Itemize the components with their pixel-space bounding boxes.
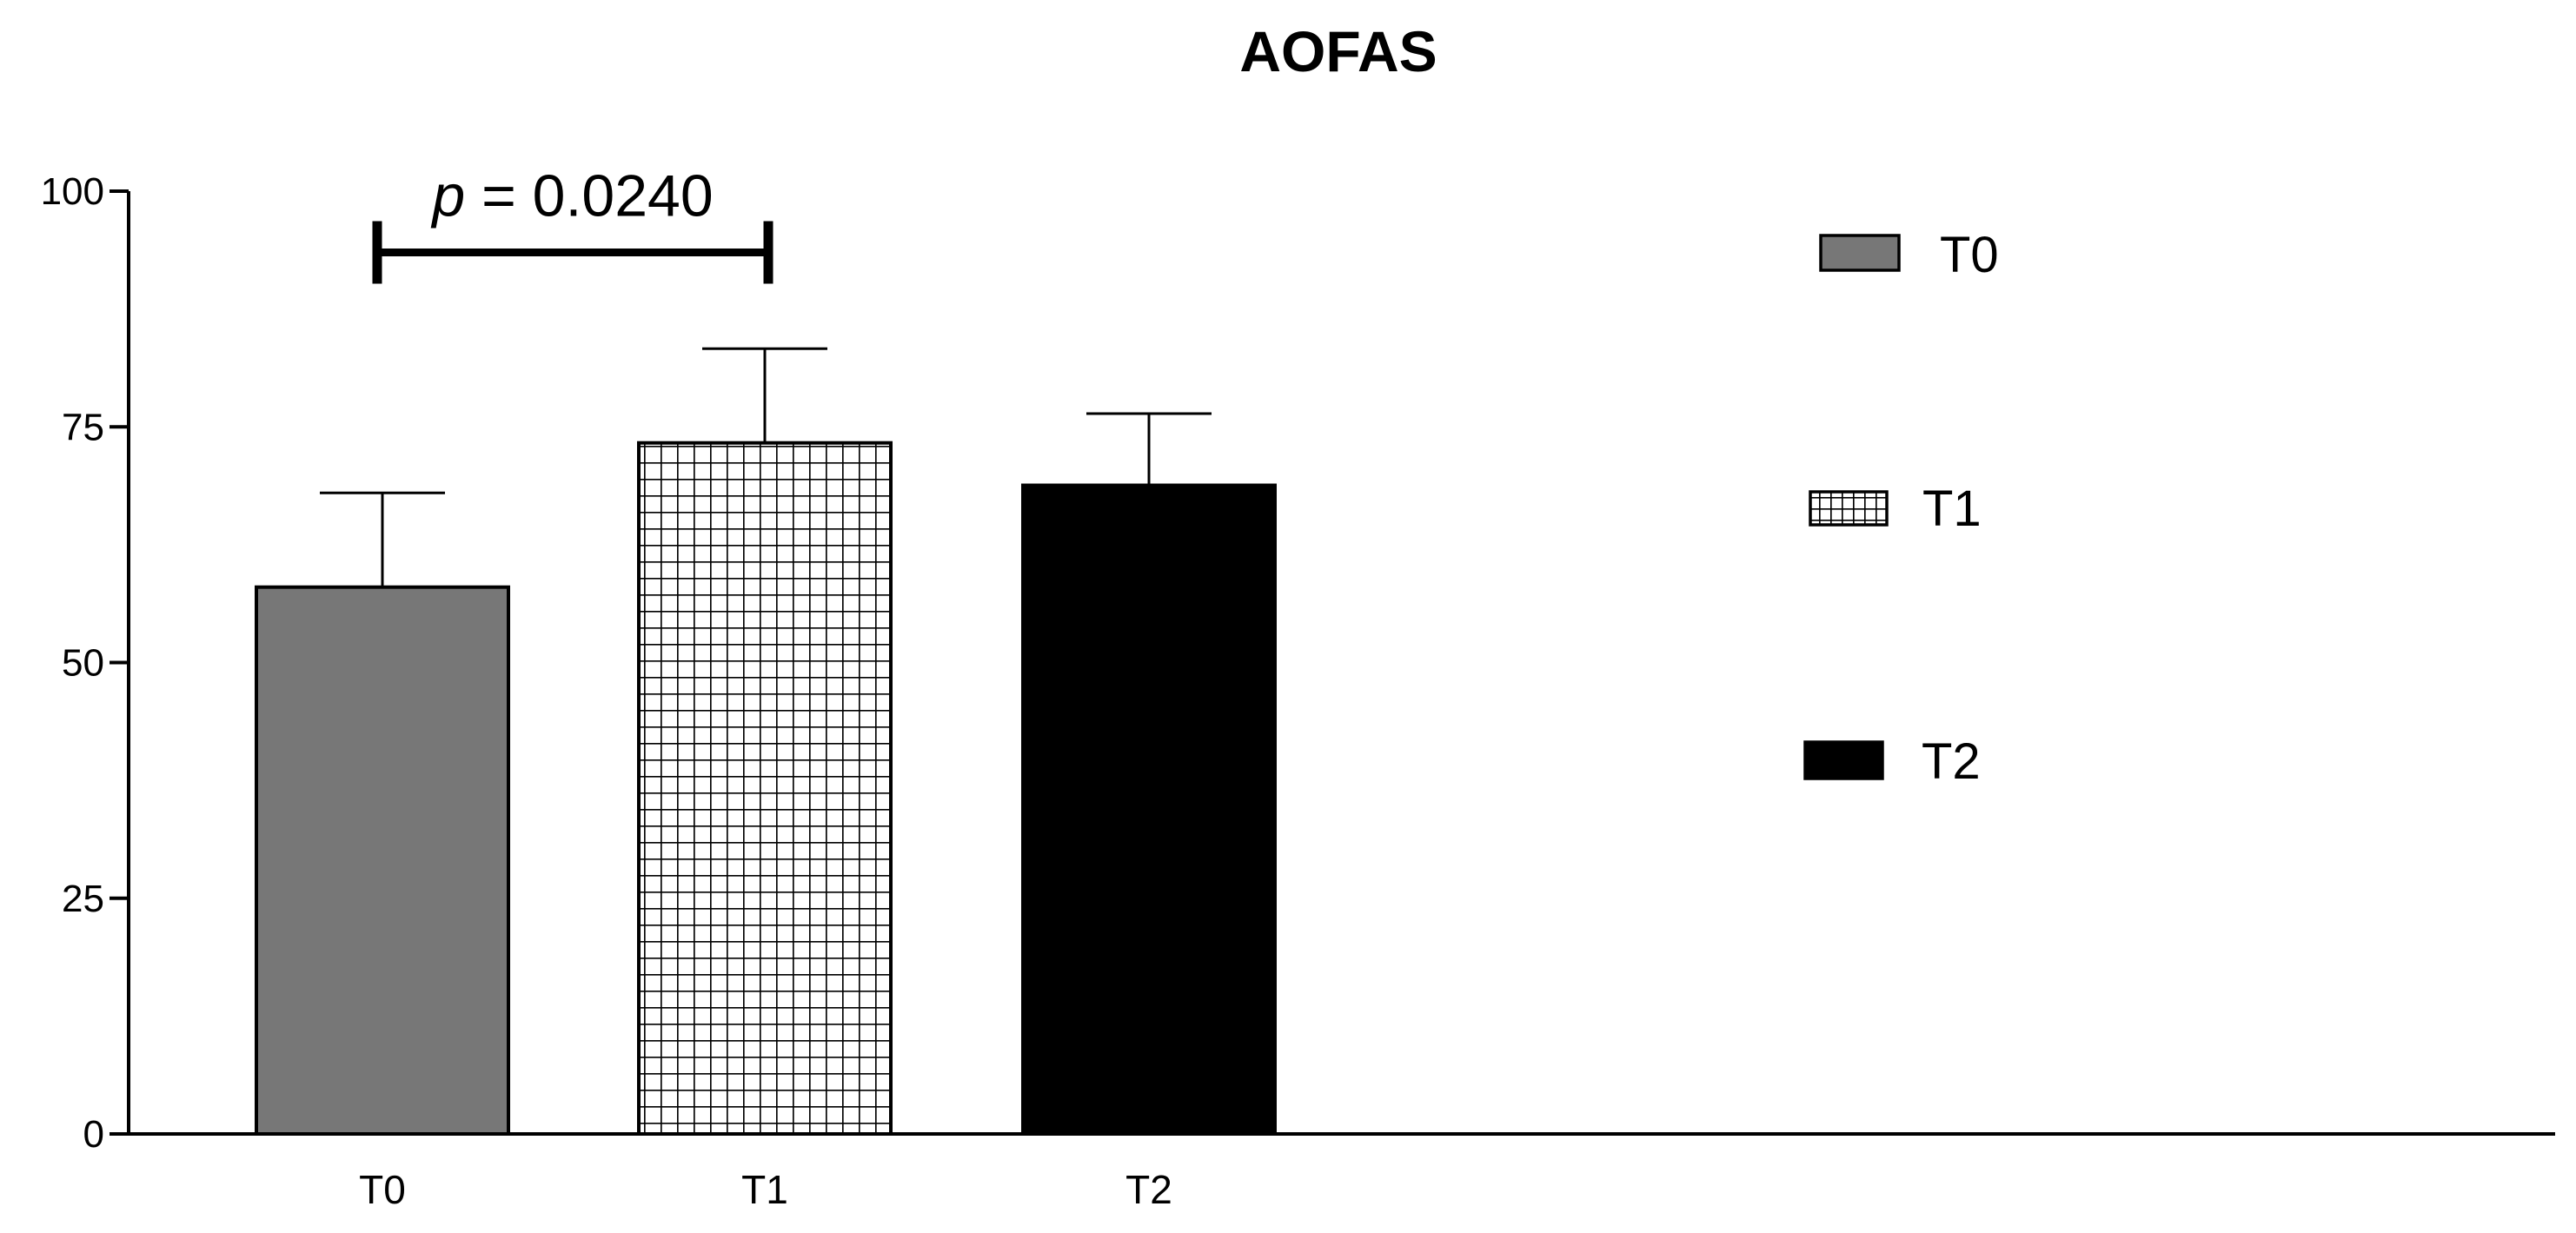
y-tick-label: 25 (62, 878, 104, 920)
legend-swatch (1819, 234, 1901, 272)
bar (255, 585, 510, 1136)
p-value-text: = 0.0240 (465, 163, 713, 229)
bar (1021, 483, 1277, 1136)
chart-title: AOFAS (1239, 19, 1437, 83)
y-tick-label: 100 (41, 170, 104, 213)
x-tick-label: T0 (359, 1167, 406, 1212)
x-tick-label: T2 (1125, 1167, 1172, 1212)
y-tick-label: 0 (83, 1113, 104, 1156)
x-tick-label: T1 (741, 1167, 788, 1212)
p-value-annotation: p = 0.0240 (430, 163, 713, 229)
p-value-symbol: p (430, 163, 465, 229)
bar (637, 441, 893, 1136)
y-tick-label: 75 (62, 406, 104, 448)
legend-swatch (1803, 740, 1884, 780)
legend-label: T0 (1940, 227, 1999, 283)
legend-swatch (1809, 490, 1889, 527)
legend-label: T2 (1922, 733, 1981, 790)
y-tick-label: 50 (62, 642, 104, 685)
legend-label: T1 (1922, 481, 1982, 537)
